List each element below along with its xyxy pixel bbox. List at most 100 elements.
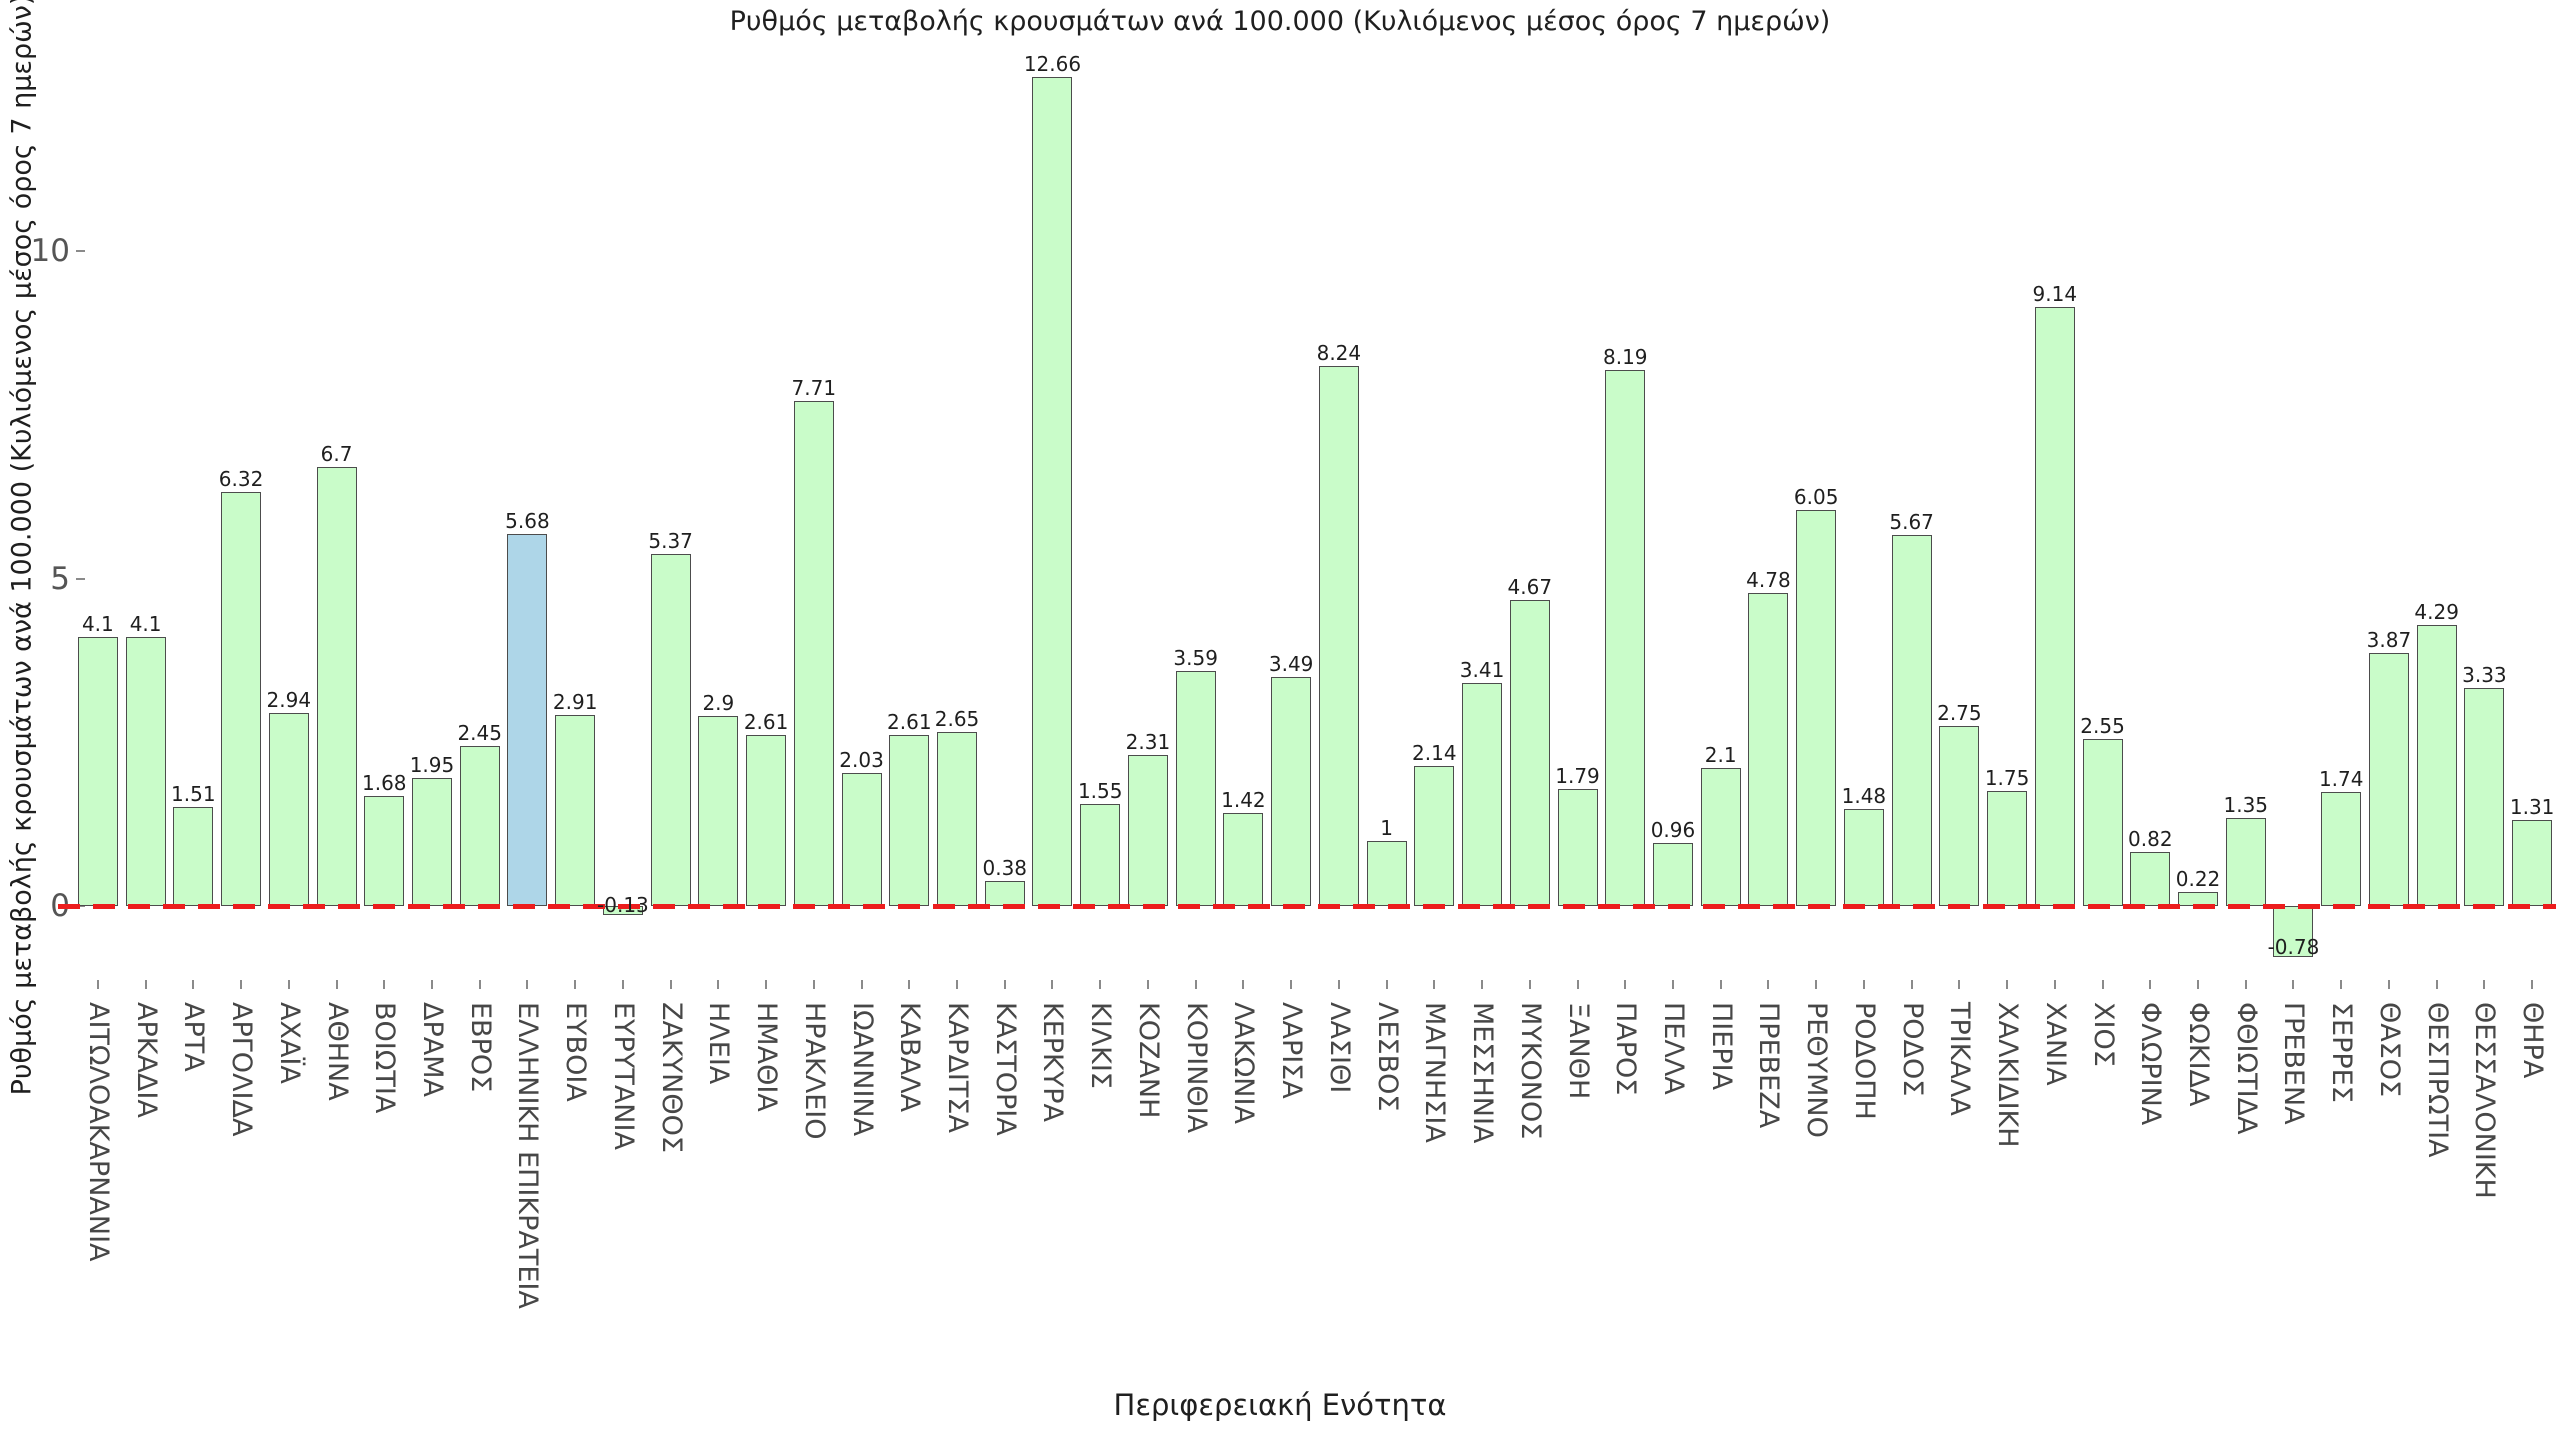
x-tick-label: ΧΑΝΙΑ xyxy=(2039,1002,2071,1086)
bar-value-label: 6.7 xyxy=(320,442,353,467)
bar-ΡΕΘΥΜΝΟ xyxy=(1796,509,1837,906)
x-tick-label: ΗΛΕΙΑ xyxy=(703,1002,735,1085)
y-tick-mark xyxy=(76,577,85,580)
x-tick-mark xyxy=(2101,980,2104,989)
bar-ΞΑΝΘΗ xyxy=(1557,788,1598,906)
x-tick-label: ΒΟΙΩΤΙΑ xyxy=(369,1002,401,1114)
x-tick-mark xyxy=(1767,980,1770,989)
x-tick-label: ΑΙΤΩΛΟΑΚΑΡΝΑΝΙΑ xyxy=(82,1002,114,1262)
x-tick-mark xyxy=(2483,980,2486,989)
bar-ΛΑΚΩΝΙΑ xyxy=(1223,812,1264,906)
bar-value-label: -0.78 xyxy=(2267,935,2320,960)
bar-value-label: 1.55 xyxy=(1077,779,1123,804)
bar-value-label: 2.1 xyxy=(1704,743,1737,768)
x-tick-mark xyxy=(1337,980,1340,989)
bar-ΛΑΡΙΣΑ xyxy=(1271,677,1312,906)
bar-value-label: 1.79 xyxy=(1555,763,1600,788)
x-tick-mark xyxy=(1624,980,1627,989)
bar-ΛΕΣΒΟΣ xyxy=(1366,840,1407,906)
x-tick-label: ΛΑΡΙΣΑ xyxy=(1276,1002,1308,1099)
bar-ΡΟΔΟΣ xyxy=(1891,534,1932,906)
x-tick-label: ΣΕΡΡΕΣ xyxy=(2326,1002,2358,1103)
bar-ΚΟΡΙΝΘΙΑ xyxy=(1175,670,1216,906)
x-tick-mark xyxy=(2244,980,2247,989)
bar-value-label: 4.29 xyxy=(2414,600,2459,624)
x-tick-mark xyxy=(2292,980,2295,989)
bar-value-label: 4.1 xyxy=(81,612,114,637)
x-tick-mark xyxy=(1719,980,1722,989)
x-tick-label: ΠΙΕΡΙΑ xyxy=(1705,1002,1737,1091)
x-tick-label: ΑΡΚΑΔΙΑ xyxy=(130,1002,162,1118)
bar-ΚΑΒΑΛΑ xyxy=(889,735,930,906)
x-tick-mark xyxy=(287,980,290,989)
x-tick-mark xyxy=(669,980,672,989)
x-tick-label: ΦΘΙΩΤΙΔΑ xyxy=(2230,1002,2262,1135)
bar-value-label: 1.42 xyxy=(1221,787,1266,812)
bar-ΘΕΣΣΑΛΟΝΙΚΗ xyxy=(2464,687,2505,906)
bar-value-label: 2.65 xyxy=(934,707,980,732)
bar-value-label: 2.55 xyxy=(2080,713,2125,738)
x-tick-label: ΚΕΡΚΥΡΑ xyxy=(1037,1002,1069,1122)
bar-ΑΡΤΑ xyxy=(173,807,214,906)
bar-ΠΕΛΛΑ xyxy=(1652,843,1693,906)
bar-value-label: 1.68 xyxy=(361,770,407,795)
x-tick-mark xyxy=(1433,980,1436,989)
x-tick-label: ΛΑΣΙΘΙ xyxy=(1323,1002,1355,1094)
bar-value-label: 2.45 xyxy=(457,720,502,745)
x-tick-mark xyxy=(1862,980,1865,989)
bar-ΧΙΟΣ xyxy=(2082,738,2123,906)
x-tick-label: ΠΑΡΟΣ xyxy=(1610,1002,1642,1096)
x-tick-mark xyxy=(96,980,99,989)
x-tick-label: ΡΟΔΟΣ xyxy=(1896,1002,1928,1097)
x-tick-mark xyxy=(1242,980,1245,989)
bar-value-label: 0.96 xyxy=(1650,818,1696,843)
bar-ΖΑΚΥΝΘΟΣ xyxy=(650,554,691,906)
x-tick-mark xyxy=(144,980,147,989)
x-tick-label: ΜΥΚΟΝΟΣ xyxy=(1514,1002,1546,1140)
x-tick-label: ΤΡΙΚΑΛΑ xyxy=(1944,1002,1976,1116)
x-tick-mark xyxy=(2531,980,2534,989)
bar-ΑΙΤΩΛΟΑΚΑΡΝΑΝΙΑ xyxy=(77,637,118,906)
x-tick-mark xyxy=(526,980,529,989)
y-tick-label: 10 xyxy=(30,233,70,269)
x-tick-label: ΚΙΛΚΙΣ xyxy=(1085,1002,1117,1089)
x-tick-label: ΑΘΗΝΑ xyxy=(321,1002,353,1101)
x-tick-mark xyxy=(765,980,768,989)
x-tick-mark xyxy=(1099,980,1102,989)
bar-ΔΡΑΜΑ xyxy=(411,778,452,906)
bar-value-label: 4.1 xyxy=(129,612,162,637)
x-tick-mark xyxy=(860,980,863,989)
x-tick-label: ΖΑΚΥΝΘΟΣ xyxy=(655,1002,687,1153)
bar-ΜΑΓΝΗΣΙΑ xyxy=(1414,765,1455,906)
bar-value-label: 2.31 xyxy=(1125,729,1171,754)
bar-ΜΥΚΟΝΟΣ xyxy=(1509,600,1550,906)
x-tick-mark xyxy=(1003,980,1006,989)
bar-value-label: 7.71 xyxy=(791,375,837,400)
bar-value-label: 1.31 xyxy=(2509,795,2555,820)
x-tick-label: ΚΑΡΔΙΤΣΑ xyxy=(942,1002,974,1133)
x-tick-mark xyxy=(908,980,911,989)
x-tick-mark xyxy=(1671,980,1674,989)
x-tick-label: ΧΙΟΣ xyxy=(2087,1002,2119,1067)
x-tick-mark xyxy=(1194,980,1197,989)
bar-ΗΛΕΙΑ xyxy=(698,716,739,906)
bar-value-label: 2.75 xyxy=(1937,700,1982,725)
bar-ΕΒΡΟΣ xyxy=(459,745,500,906)
x-tick-mark xyxy=(574,980,577,989)
bar-value-label: 4.78 xyxy=(1746,567,1791,592)
x-tick-label: ΡΕΘΥΜΝΟ xyxy=(1801,1002,1833,1138)
x-tick-mark xyxy=(1385,980,1388,989)
bar-ΗΡΑΚΛΕΙΟ xyxy=(793,400,834,906)
x-tick-mark xyxy=(192,980,195,989)
x-tick-label: ΜΑΓΝΗΣΙΑ xyxy=(1419,1002,1451,1143)
bar-ΙΩΑΝΝΙΝΑ xyxy=(841,773,882,906)
bar-value-label: 0.22 xyxy=(2175,866,2221,891)
bar-ΚΑΡΔΙΤΣΑ xyxy=(937,732,978,906)
bar-ΑΘΗΝΑ xyxy=(316,467,357,906)
x-tick-mark xyxy=(717,980,720,989)
x-tick-label: ΞΑΝΘΗ xyxy=(1562,1002,1594,1100)
bar-value-label: 12.66 xyxy=(1023,51,1082,76)
x-tick-mark xyxy=(1146,980,1149,989)
x-tick-mark xyxy=(1481,980,1484,989)
bar-value-label: 0.38 xyxy=(982,856,1028,881)
